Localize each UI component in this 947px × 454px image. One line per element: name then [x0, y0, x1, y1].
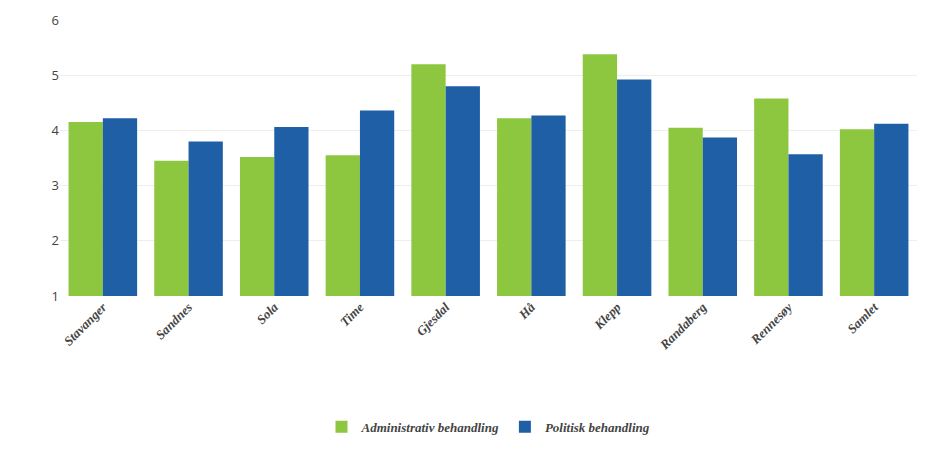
svg-text:Klepp: Klepp [590, 299, 624, 333]
svg-text:Samlet: Samlet [844, 299, 881, 336]
svg-text:Gjesdal: Gjesdal [413, 299, 452, 338]
svg-text:Sandnes: Sandnes [152, 300, 195, 343]
svg-text:Politisk behandling: Politisk behandling [545, 420, 650, 435]
svg-text:6: 6 [52, 11, 59, 29]
svg-text:5: 5 [52, 66, 59, 84]
svg-text:Stavanger: Stavanger [61, 299, 111, 349]
svg-text:Administrativ behandling: Administrativ behandling [361, 420, 499, 435]
svg-text:Time: Time [337, 299, 367, 329]
svg-text:1: 1 [52, 287, 59, 305]
svg-text:Rennesøy: Rennesøy [747, 299, 795, 347]
svg-text:Randaberg: Randaberg [656, 299, 710, 353]
svg-text:4: 4 [52, 121, 60, 139]
svg-text:2: 2 [52, 231, 59, 249]
svg-text:Sola: Sola [254, 299, 282, 327]
svg-text:Hå: Hå [515, 299, 538, 322]
svg-text:3: 3 [52, 176, 59, 194]
